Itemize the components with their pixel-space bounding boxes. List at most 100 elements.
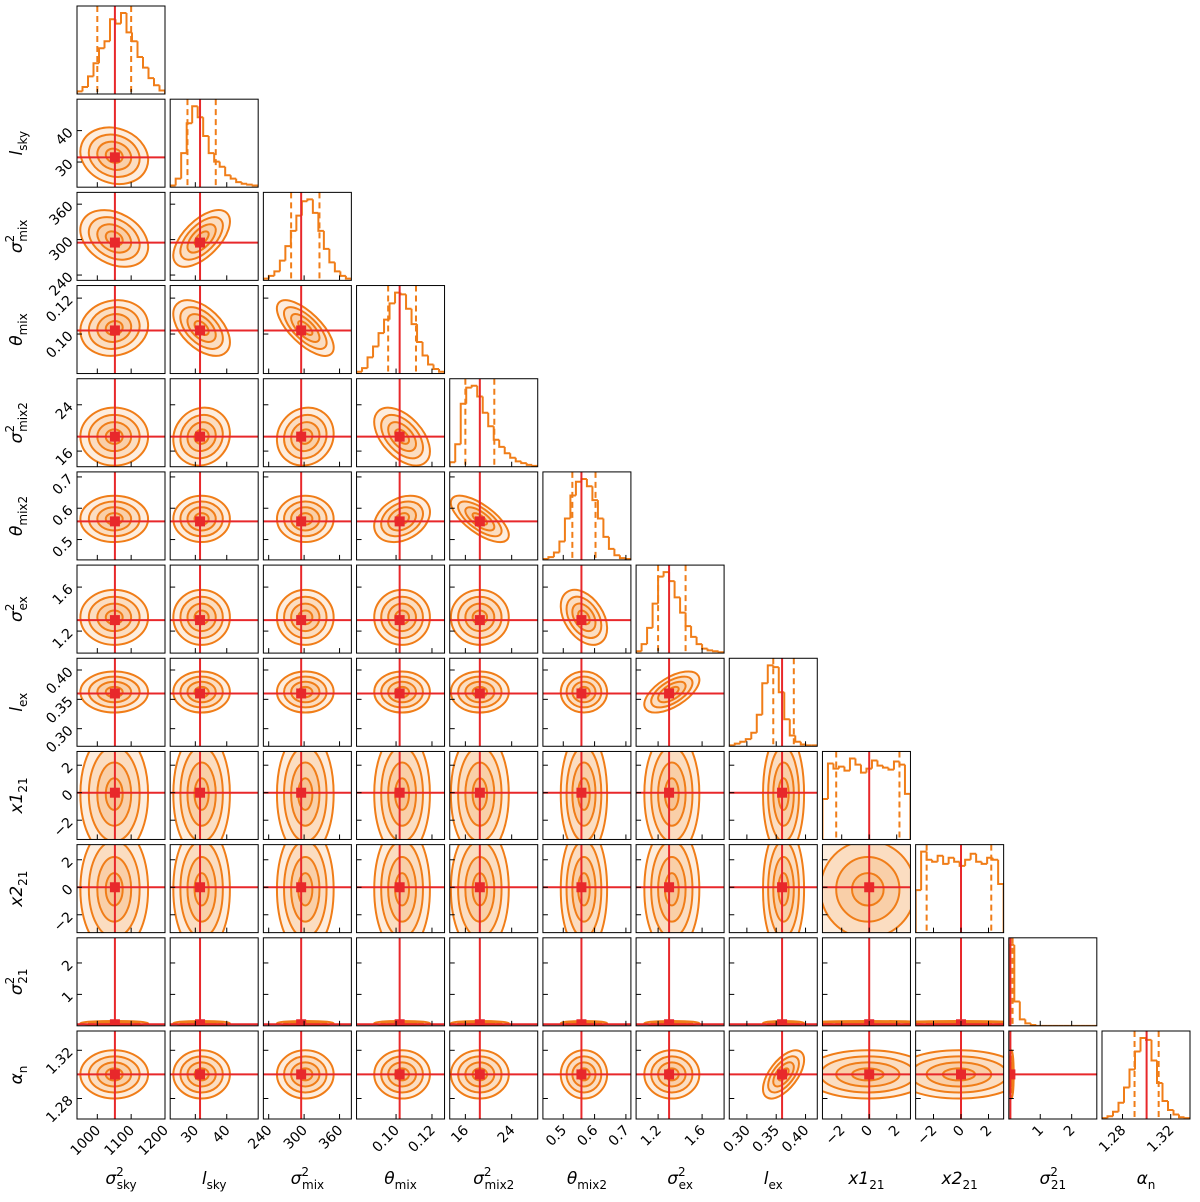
hist-bin	[427, 355, 434, 366]
truth-point	[864, 882, 875, 893]
hist-bin	[881, 765, 889, 769]
truth-point	[296, 325, 307, 336]
hist-bin	[432, 364, 440, 371]
panel-frame	[169, 844, 259, 934]
x-tick-label: 2	[886, 1123, 904, 1141]
x-tick-label: 0	[858, 1123, 876, 1141]
panel-frame	[449, 564, 539, 654]
panel-frame	[1008, 937, 1098, 1027]
truth-point	[474, 615, 485, 626]
panel-body	[449, 937, 538, 1026]
panel-frame	[76, 378, 166, 468]
panel-frame	[262, 1030, 352, 1120]
panel: 0.5 0.6 0.7	[50, 471, 166, 561]
axis-label: lsky	[202, 1169, 227, 1192]
panel-frame	[728, 1030, 818, 1120]
panel	[449, 378, 539, 468]
hist-bin	[366, 356, 374, 369]
hist-bin	[1150, 1039, 1157, 1062]
x-tick-label: 2	[978, 1123, 996, 1141]
panel-body	[170, 751, 259, 840]
hist-bin	[1024, 1019, 1031, 1025]
truth-point	[576, 882, 587, 893]
panel-body	[636, 1031, 725, 1119]
hist-bin	[284, 245, 291, 261]
y-tick-label: 30	[53, 156, 77, 180]
hist-bin	[975, 853, 982, 863]
hist-bin	[174, 177, 182, 186]
panel	[169, 378, 259, 468]
hist-bin	[191, 105, 198, 124]
hist-bin	[153, 78, 160, 87]
panel-body	[822, 844, 911, 933]
hist-bin	[646, 626, 653, 645]
axis-label: lex	[764, 1169, 783, 1192]
axis-label: σ2ex	[3, 596, 30, 622]
panel	[169, 471, 259, 561]
panel-frame	[821, 937, 911, 1027]
hist-bin	[147, 67, 154, 80]
hist-bin	[1156, 1060, 1163, 1085]
x-tick-label: 0.7	[606, 1123, 633, 1150]
panel: 1.28 1.32	[1096, 1030, 1191, 1156]
panel-body	[77, 285, 165, 374]
panel-body	[263, 844, 352, 933]
y-tick-label: 0.35	[43, 694, 76, 727]
panel-body	[915, 1031, 1004, 1119]
truth-point	[296, 516, 307, 527]
x-tick-label: 40	[210, 1123, 234, 1147]
panel-frame	[542, 750, 632, 840]
panel	[262, 657, 352, 747]
panel	[542, 937, 632, 1027]
panel-frame	[635, 844, 725, 934]
panel	[356, 844, 446, 934]
y-tick-label: 1.2	[50, 625, 77, 652]
hist-bin	[109, 18, 116, 42]
hist-bin	[832, 763, 839, 770]
panel-body	[263, 751, 352, 840]
x-tick-label: 1.32	[1144, 1123, 1177, 1156]
panel	[356, 937, 446, 1027]
hist-bin	[1106, 1115, 1113, 1119]
truth-point	[576, 688, 587, 699]
panel-frame	[356, 378, 446, 468]
hist-bin	[81, 85, 88, 92]
hist-bin	[876, 760, 883, 767]
hist-bin	[1013, 944, 1020, 1003]
panel-frame	[635, 937, 725, 1027]
truth-point	[474, 1069, 485, 1080]
hist-bin	[1167, 1101, 1174, 1111]
axis-label: x221	[941, 1169, 978, 1192]
hist-bin	[788, 719, 796, 737]
panel	[542, 844, 632, 934]
truth-point	[296, 882, 307, 893]
hist-bin	[942, 855, 949, 865]
panel-body	[729, 844, 818, 933]
truth-point	[109, 688, 120, 699]
panel	[169, 564, 259, 654]
hist-bin	[410, 308, 418, 326]
hist-bin	[120, 12, 127, 24]
panel-frame	[915, 937, 1005, 1027]
hist-bin	[558, 540, 565, 553]
panel-frame	[728, 844, 818, 934]
hist-bin	[1172, 1110, 1179, 1116]
truth-point	[474, 787, 485, 798]
panel-frame	[76, 937, 166, 1027]
panel-body	[77, 565, 165, 654]
hist-bin	[295, 214, 302, 231]
hist-bin	[449, 461, 456, 467]
panel-body	[77, 658, 165, 747]
panel-body	[356, 285, 445, 374]
panel-body	[356, 378, 445, 467]
panel-frame	[76, 98, 166, 188]
panel-body	[542, 751, 631, 840]
panel: −2 0 2	[51, 844, 166, 935]
hist-bin	[251, 184, 259, 188]
panel	[262, 471, 352, 561]
panel-body	[356, 751, 445, 840]
